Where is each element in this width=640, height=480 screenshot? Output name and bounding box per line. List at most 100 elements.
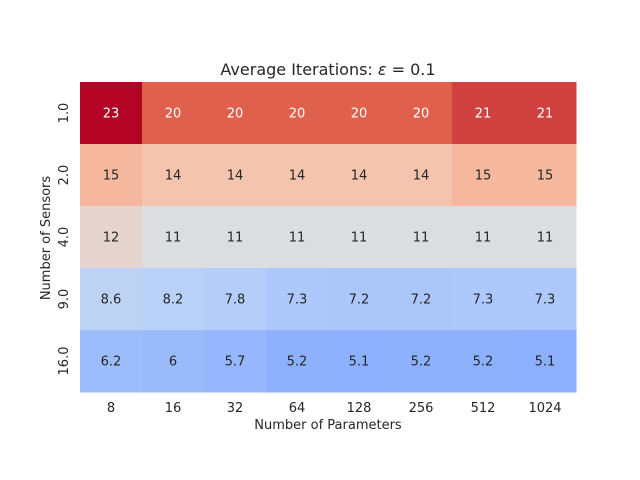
cell-value-label: 7.3 xyxy=(287,293,308,308)
cell-value-label: 5.2 xyxy=(287,355,308,370)
heatmap-cells xyxy=(80,82,577,393)
cell-value-label: 5.1 xyxy=(349,355,370,370)
y-tick-label: 1.0 xyxy=(57,103,72,124)
x-axis-label: Number of Parameters xyxy=(254,418,402,433)
x-tick-labels: 8 16 32 64 128 256 512 1024 xyxy=(107,401,562,416)
cell-value-label: 8.6 xyxy=(101,293,122,308)
cell-value-label: 14 xyxy=(227,169,244,184)
heatmap-cell xyxy=(452,268,515,331)
heatmap-cell xyxy=(80,144,143,207)
cell-value-label: 7.2 xyxy=(349,293,370,308)
heatmap-cell xyxy=(204,206,267,269)
heatmap-cell xyxy=(80,82,143,145)
heatmap-cell xyxy=(204,330,267,393)
heatmap-cell xyxy=(266,144,329,207)
cell-value-label: 20 xyxy=(227,107,244,122)
cell-value-label: 20 xyxy=(165,107,182,122)
heatmap-cell xyxy=(204,144,267,207)
cell-value-label: 7.3 xyxy=(535,293,556,308)
cell-value-label: 23 xyxy=(103,107,120,122)
cell-value-label: 5.2 xyxy=(411,355,432,370)
y-tick-labels: 1.0 2.0 4.0 9.0 16.0 xyxy=(57,103,72,376)
heatmap-cell xyxy=(266,330,329,393)
cell-value-label: 15 xyxy=(103,169,120,184)
cell-value-label: 5.2 xyxy=(473,355,494,370)
x-tick-label: 1024 xyxy=(528,401,561,416)
y-tick-label: 9.0 xyxy=(57,289,72,310)
cell-value-label: 12 xyxy=(103,231,120,246)
heatmap-cell xyxy=(204,268,267,331)
heatmap-cell xyxy=(328,144,391,207)
cell-value-label: 11 xyxy=(227,231,244,246)
cell-value-label: 6.2 xyxy=(101,355,122,370)
heatmap-cell xyxy=(328,330,391,393)
heatmap-cell xyxy=(514,268,577,331)
cell-value-label: 21 xyxy=(475,107,492,122)
heatmap-cell xyxy=(452,82,515,145)
heatmap-cell xyxy=(80,330,143,393)
cell-value-label: 11 xyxy=(475,231,492,246)
heatmap-cell xyxy=(328,82,391,145)
x-tick-label: 16 xyxy=(165,401,182,416)
x-tick-label: 8 xyxy=(107,401,115,416)
cell-value-label: 14 xyxy=(351,169,368,184)
x-tick-label: 512 xyxy=(471,401,496,416)
cell-value-label: 14 xyxy=(413,169,430,184)
y-tick-label: 2.0 xyxy=(57,165,72,186)
cell-value-label: 11 xyxy=(537,231,554,246)
heatmap-cell xyxy=(452,206,515,269)
heatmap-cell xyxy=(80,268,143,331)
x-tick-label: 128 xyxy=(347,401,372,416)
x-tick-label: 64 xyxy=(289,401,306,416)
cell-value-label: 11 xyxy=(289,231,306,246)
heatmap-cell xyxy=(390,82,453,145)
heatmap-cell xyxy=(142,144,205,207)
heatmap-cell xyxy=(204,82,267,145)
heatmap-cell xyxy=(514,144,577,207)
heatmap-cell xyxy=(514,82,577,145)
heatmap-cell xyxy=(328,268,391,331)
heatmap-cell xyxy=(514,206,577,269)
chart-title: Average Iterations: ε = 0.1 xyxy=(220,60,435,79)
y-tick-label: 16.0 xyxy=(57,347,72,376)
heatmap-cell xyxy=(452,144,515,207)
x-tick-label: 32 xyxy=(227,401,244,416)
heatmap-cell xyxy=(514,330,577,393)
y-tick-label: 4.0 xyxy=(57,227,72,248)
heatmap-cell xyxy=(142,268,205,331)
heatmap-cell xyxy=(142,330,205,393)
heatmap-cell xyxy=(390,268,453,331)
cell-value-label: 7.2 xyxy=(411,293,432,308)
heatmap-cell xyxy=(328,206,391,269)
cell-value-label: 15 xyxy=(537,169,554,184)
cell-labels: 23 20 20 20 20 20 21 21 15 14 14 14 14 14 15 15 12 11 11 11… xyxy=(101,107,556,370)
heatmap-cell xyxy=(390,206,453,269)
cell-value-label: 11 xyxy=(165,231,182,246)
heatmap-cell xyxy=(390,330,453,393)
cell-value-label: 20 xyxy=(413,107,430,122)
cell-value-label: 6 xyxy=(169,355,177,370)
heatmap-cell xyxy=(452,330,515,393)
heatmap-cell xyxy=(266,206,329,269)
cell-value-label: 15 xyxy=(475,169,492,184)
cell-value-label: 20 xyxy=(289,107,306,122)
heatmap-cell xyxy=(266,82,329,145)
cell-value-label: 11 xyxy=(413,231,430,246)
cell-value-label: 21 xyxy=(537,107,554,122)
cell-value-label: 14 xyxy=(165,169,182,184)
cell-value-label: 7.3 xyxy=(473,293,494,308)
heatmap-cell xyxy=(266,268,329,331)
cell-value-label: 7.8 xyxy=(225,293,246,308)
y-axis-label: Number of Sensors xyxy=(39,176,54,301)
cell-value-label: 11 xyxy=(351,231,368,246)
cell-value-label: 5.1 xyxy=(535,355,556,370)
cell-value-label: 5.7 xyxy=(225,355,246,370)
heatmap-cell xyxy=(142,206,205,269)
heatmap-cell xyxy=(80,206,143,269)
cell-value-label: 14 xyxy=(289,169,306,184)
heatmap-cell xyxy=(142,82,205,145)
x-tick-label: 256 xyxy=(409,401,434,416)
cell-value-label: 20 xyxy=(351,107,368,122)
heatmap-cell xyxy=(390,144,453,207)
